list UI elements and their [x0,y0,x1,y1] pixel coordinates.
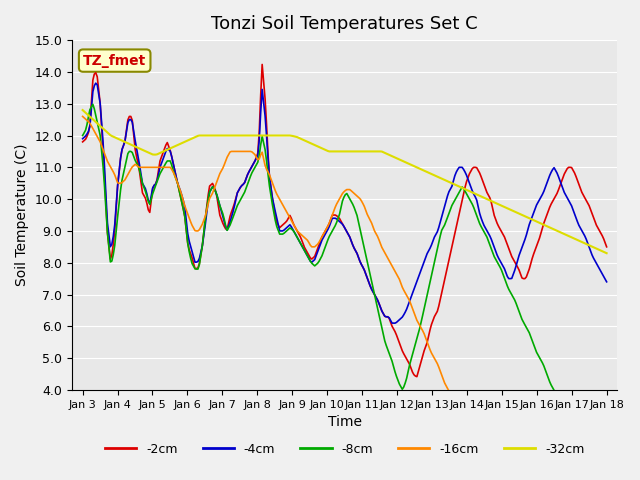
Legend: -2cm, -4cm, -8cm, -16cm, -32cm: -2cm, -4cm, -8cm, -16cm, -32cm [100,438,589,461]
Title: Tonzi Soil Temperatures Set C: Tonzi Soil Temperatures Set C [211,15,478,33]
X-axis label: Time: Time [328,415,362,429]
Y-axis label: Soil Temperature (C): Soil Temperature (C) [15,144,29,286]
Text: TZ_fmet: TZ_fmet [83,54,147,68]
